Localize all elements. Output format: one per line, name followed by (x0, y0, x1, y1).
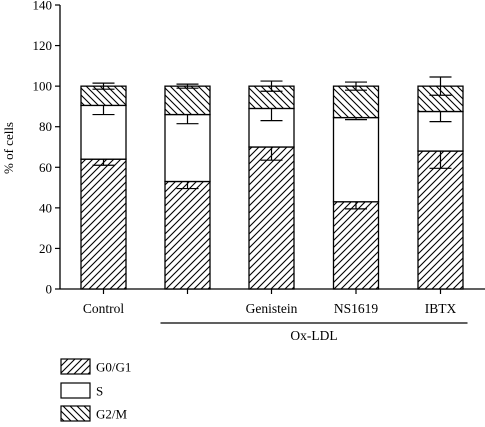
category-label: Genistein (246, 301, 298, 316)
y-tick-label: 40 (39, 200, 52, 215)
y-tick-label: 120 (33, 38, 53, 53)
y-tick-label: 80 (39, 119, 52, 134)
legend-label: S (96, 384, 103, 399)
y-tick-label: 100 (33, 79, 53, 94)
legend-label: G0/G1 (96, 360, 131, 375)
group-label: Ox-LDL (290, 328, 337, 343)
bar-segment-g0-g1 (248, 146, 295, 290)
y-tick-label: 140 (33, 0, 53, 13)
bar-segment-g0-g1 (164, 180, 211, 290)
bar-segment-g0-g1 (332, 201, 380, 290)
y-tick-label: 0 (46, 282, 53, 297)
bar-segment-g0-g1 (417, 150, 464, 290)
legend-swatch-g0-g1 (60, 358, 91, 375)
bar-segment-g0-g1 (80, 158, 127, 290)
y-tick-label: 20 (39, 241, 52, 256)
bar-segment-s (164, 113, 211, 183)
y-tick-label: 60 (39, 160, 52, 175)
category-label: Control (83, 301, 125, 316)
bar-segment-g2-m (332, 85, 380, 119)
category-label: IBTX (425, 301, 457, 316)
category-label: NS1619 (334, 301, 379, 316)
bar-segment-g2-m (164, 85, 211, 116)
y-axis-title: % of cells (1, 122, 16, 174)
legend-swatch-g2-m (60, 405, 91, 422)
legend-label: G2/M (96, 407, 128, 422)
legend-swatch-s (60, 382, 91, 399)
bar-segment-s (332, 116, 380, 203)
